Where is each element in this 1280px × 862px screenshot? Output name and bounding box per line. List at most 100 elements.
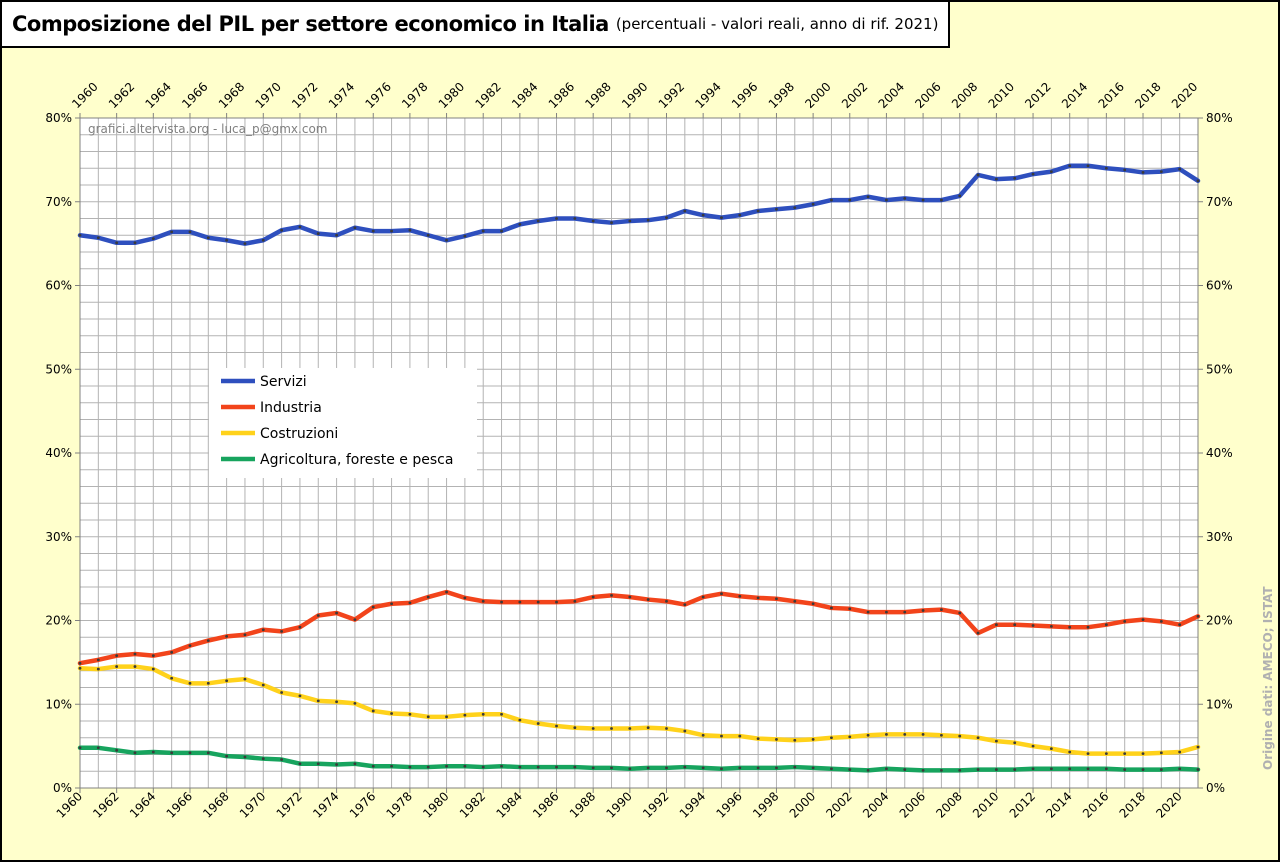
data-point xyxy=(1068,625,1072,629)
x-tick-label-bottom: 2020 xyxy=(1153,789,1184,820)
y-tick-label-right: 30% xyxy=(1206,530,1233,544)
x-tick-label-top: 2006 xyxy=(912,80,943,111)
data-point xyxy=(994,177,998,181)
data-point xyxy=(426,595,430,599)
data-point xyxy=(133,751,137,755)
legend-label: Servizi xyxy=(260,374,307,390)
x-tick-label-bottom: 1976 xyxy=(347,789,378,820)
data-point xyxy=(96,658,100,662)
x-tick-label-bottom: 2008 xyxy=(933,789,964,820)
series-lines xyxy=(77,163,1201,773)
x-tick-label-bottom: 2016 xyxy=(1080,789,1111,820)
data-point xyxy=(793,599,797,603)
y-tick-label-right: 0% xyxy=(1206,781,1225,795)
legend-label: Industria xyxy=(260,400,322,416)
data-point xyxy=(720,734,723,738)
x-tick-label-top: 2010 xyxy=(986,80,1017,111)
data-point xyxy=(426,765,430,769)
data-point xyxy=(170,650,174,654)
data-point xyxy=(316,762,320,766)
data-point xyxy=(958,734,962,738)
x-tick-label-top: 1980 xyxy=(436,80,467,111)
data-point xyxy=(958,769,962,772)
data-point xyxy=(628,219,632,223)
series-line xyxy=(77,589,1201,666)
data-point xyxy=(830,606,833,610)
x-tick-label-bottom: 2004 xyxy=(860,789,891,820)
data-point xyxy=(1123,752,1127,756)
data-point xyxy=(1104,752,1108,756)
data-point xyxy=(280,758,284,761)
data-point xyxy=(316,614,320,617)
x-tick-label-top: 1976 xyxy=(362,80,393,111)
data-point xyxy=(976,631,980,635)
data-point xyxy=(830,767,833,771)
data-point xyxy=(665,216,668,220)
x-tick-label-bottom: 1996 xyxy=(713,789,744,820)
x-tick-label-bottom: 1994 xyxy=(677,789,708,820)
data-point xyxy=(1104,166,1108,170)
legend: Servizi Industria Costruzioni Agricoltura, … xyxy=(209,368,477,478)
data-point xyxy=(408,601,412,605)
data-point xyxy=(518,222,522,226)
data-point xyxy=(811,202,815,206)
data-point xyxy=(683,603,687,606)
data-point xyxy=(701,766,705,770)
data-point xyxy=(151,667,155,671)
y-tick-label-left: 10% xyxy=(45,697,72,711)
data-point xyxy=(1013,741,1017,745)
data-point xyxy=(830,736,833,740)
data-point xyxy=(555,724,558,728)
data-point xyxy=(96,746,100,750)
data-point xyxy=(426,233,430,237)
data-point xyxy=(390,764,393,768)
data-point xyxy=(756,209,760,213)
data-point xyxy=(408,228,412,232)
data-point xyxy=(885,610,888,614)
data-point xyxy=(188,644,192,648)
data-point xyxy=(463,713,467,717)
data-point xyxy=(866,610,870,614)
data-point xyxy=(591,727,595,730)
x-tick-label-top: 2018 xyxy=(1132,80,1163,111)
data-point xyxy=(958,611,962,615)
x-tick-label-top: 1978 xyxy=(399,80,430,111)
x-tick-label-top: 2004 xyxy=(876,80,907,111)
data-point xyxy=(921,769,925,772)
data-point xyxy=(610,221,613,225)
data-point xyxy=(775,738,778,741)
data-point xyxy=(1141,768,1145,771)
data-point xyxy=(371,229,375,233)
x-tick-label-bottom: 1968 xyxy=(200,789,231,820)
data-point xyxy=(371,605,375,609)
data-point xyxy=(463,596,467,600)
x-tick-label-bottom: 1972 xyxy=(274,789,305,820)
data-point xyxy=(243,242,247,246)
x-tick-label-top: 1988 xyxy=(582,80,613,111)
data-point xyxy=(1086,752,1090,756)
data-point xyxy=(683,765,687,769)
x-tick-label-bottom: 1978 xyxy=(384,789,415,820)
data-point xyxy=(720,216,723,220)
data-point xyxy=(1031,744,1035,748)
chart-subtitle: (percentuali - valori reali, anno di rif… xyxy=(615,15,939,33)
data-point xyxy=(133,665,137,668)
series-line xyxy=(77,664,1201,756)
data-point xyxy=(243,633,247,637)
data-point xyxy=(1196,614,1200,618)
data-point xyxy=(261,238,265,242)
data-point xyxy=(353,762,357,766)
x-tick-label-top: 1982 xyxy=(472,80,503,111)
data-point xyxy=(243,677,247,681)
data-point xyxy=(1159,768,1163,771)
data-point xyxy=(994,768,998,771)
data-point xyxy=(903,197,907,200)
x-tick-label-bottom: 2002 xyxy=(823,789,854,820)
data-point xyxy=(500,229,503,233)
data-point xyxy=(573,726,577,730)
data-point xyxy=(1086,625,1090,629)
x-tick-label-top: 1964 xyxy=(143,80,174,111)
data-point xyxy=(1031,172,1035,176)
x-tick-label-bottom: 1970 xyxy=(237,789,268,820)
